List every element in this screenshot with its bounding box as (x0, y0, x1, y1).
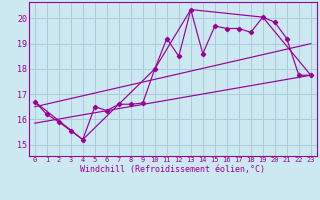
X-axis label: Windchill (Refroidissement éolien,°C): Windchill (Refroidissement éolien,°C) (80, 165, 265, 174)
